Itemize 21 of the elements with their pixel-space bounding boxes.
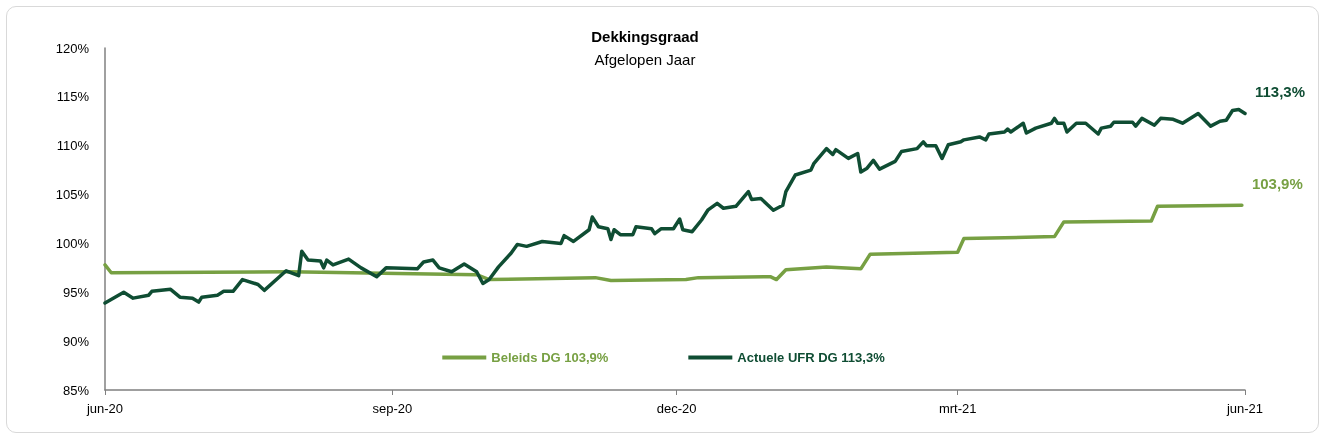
y-tick-label: 95%	[62, 284, 90, 300]
y-tick-label: 110%	[56, 138, 90, 154]
legend-label: Beleids DG 103,9%	[491, 350, 609, 365]
y-tick-label: 105%	[55, 187, 90, 203]
y-tick-label: 120%	[55, 40, 90, 56]
y-tick-label: 90%	[62, 333, 90, 349]
y-tick-label: 100%	[55, 235, 90, 251]
line-series	[103, 107, 1247, 305]
annotation: 103,9%	[1251, 174, 1303, 192]
annotation: 113,3%	[1255, 82, 1306, 100]
x-tick-label: mrt-21	[938, 401, 977, 416]
x-tick-label: dec-20	[656, 401, 697, 416]
x-tick-label: jun-21	[1225, 401, 1264, 416]
x-tick-label: jun-20	[85, 401, 124, 416]
chart-subtitle: Afgelopen Jaar	[594, 51, 696, 68]
y-tick-label: 85%	[62, 382, 90, 398]
chart-title: Dekkingsgraad	[591, 28, 699, 45]
legend-label: Actuele UFR DG 113,3%	[737, 350, 886, 365]
y-tick-label: 115%	[56, 89, 90, 105]
x-tick-label: sep-20	[372, 401, 413, 416]
line-series	[103, 203, 1244, 283]
